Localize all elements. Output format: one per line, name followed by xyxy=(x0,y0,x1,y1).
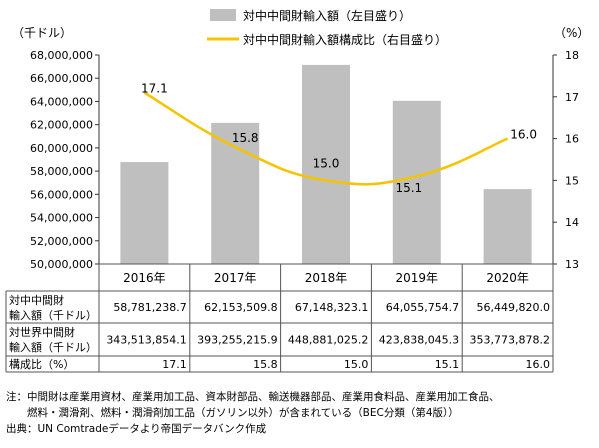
line-data-label: 15.8 xyxy=(232,131,259,145)
y-left-tick-label: 52,000,000 xyxy=(30,235,93,248)
y-right-tick-label: 13 xyxy=(565,258,579,271)
y-left-tick-label: 50,000,000 xyxy=(30,258,93,271)
y-right-tick-label: 16 xyxy=(565,133,579,146)
table-cell: 423,838,045.3 xyxy=(379,334,459,347)
line-data-label: 16.0 xyxy=(510,128,537,142)
table-cell: 64,055,754.7 xyxy=(386,301,459,314)
y-right-tick-label: 17 xyxy=(565,91,579,104)
bar-series xyxy=(120,64,532,264)
legend-bar-swatch xyxy=(210,9,236,21)
line-data-label: 15.1 xyxy=(395,181,422,195)
x-tick-label: 2016年 xyxy=(123,271,166,285)
table-cell: 15.0 xyxy=(344,358,369,371)
line-series: 17.1 15.8 15.0 15.1 16.0 xyxy=(141,82,537,196)
table-cell: 448,881,025.2 xyxy=(288,334,368,347)
notes: 注：中間財は産業用資材、産業用加工品、資本財部品、輸送機器部品、産業用食料品、産… xyxy=(6,389,596,437)
y-right-unit: （%） xyxy=(554,26,589,40)
y-left-tick-label: 62,000,000 xyxy=(30,119,93,132)
y-left-tick-label: 64,000,000 xyxy=(30,95,93,108)
legend: 対中中間財輸入額（左目盛り） 対中中間財輸入額構成比（右目盛り） xyxy=(207,8,447,47)
table-cell: 58,781,238.7 xyxy=(113,301,186,314)
bar xyxy=(483,189,532,264)
x-tick-label: 2017年 xyxy=(214,271,257,285)
legend-bar-label: 対中中間財輸入額（左目盛り） xyxy=(243,8,411,23)
legend-line-label: 対中中間財輸入額構成比（右目盛り） xyxy=(243,32,447,47)
data-table: 2016年 2017年 2018年 2019年 2020年対中中間財輸入額（千ドル）58… xyxy=(5,263,554,373)
table-cell: 67,148,323.1 xyxy=(295,301,368,314)
table-row-label: 輸入額（千ドル） xyxy=(9,308,97,322)
x-tick-label: 2018年 xyxy=(305,271,348,285)
x-tick-label: 2020年 xyxy=(486,271,529,285)
table-cell: 15.8 xyxy=(253,358,278,371)
note-line-1: 注：中間財は産業用資材、産業用加工品、資本財部品、輸送機器部品、産業用食料品、産… xyxy=(6,391,500,403)
table-cell: 393,255,215.9 xyxy=(197,334,277,347)
table-cell: 56,449,820.0 xyxy=(477,301,550,314)
y-left-tick-label: 66,000,000 xyxy=(30,72,93,85)
y-left-unit: （千ドル） xyxy=(12,26,72,40)
y-right-tick-label: 18 xyxy=(565,49,579,62)
table-row-label: 構成比（%） xyxy=(9,358,74,371)
y-right-ticks: 13 14 15 16 17 18 xyxy=(553,49,579,271)
table-cell: 16.0 xyxy=(526,358,551,371)
table-cell: 343,513,854.1 xyxy=(106,334,186,347)
y-right-tick-label: 15 xyxy=(565,174,579,187)
bar xyxy=(302,64,350,264)
table-row-label: 対世界中間財 xyxy=(9,325,75,339)
table-cell: 15.1 xyxy=(435,358,460,371)
bar xyxy=(392,100,441,264)
y-left-tick-label: 54,000,000 xyxy=(30,212,93,225)
line-data-label: 15.0 xyxy=(313,156,340,170)
table-cell: 17.1 xyxy=(162,358,187,371)
y-left-tick-label: 68,000,000 xyxy=(30,49,93,62)
y-left-tick-label: 56,000,000 xyxy=(30,188,93,201)
y-right-tick-label: 14 xyxy=(565,216,579,229)
ratio-line xyxy=(143,91,509,186)
table-row-label: 対中中間財 xyxy=(9,293,64,307)
table-cell: 353,773,878.2 xyxy=(470,334,550,347)
line-data-label: 17.1 xyxy=(141,82,168,96)
source-note: 出典：UN Comtradeデータより帝国データバンク作成 xyxy=(6,423,267,435)
table-row-label: 輸入額（千ドル） xyxy=(9,340,97,354)
y-left-tick-label: 60,000,000 xyxy=(30,142,93,155)
table-cell: 62,153,509.8 xyxy=(204,301,277,314)
y-left-tick-label: 58,000,000 xyxy=(30,165,93,178)
x-tick-label: 2019年 xyxy=(396,271,439,285)
bar xyxy=(120,162,169,264)
note-line-2: 燃料・潤滑剤、燃料・潤滑剤加工品（ガソリン以外）が含まれている（BEC分類（第4… xyxy=(6,407,459,419)
y-left-ticks: 50,000,000 52,000,000 54,000,000 56,000,000… xyxy=(30,49,99,271)
